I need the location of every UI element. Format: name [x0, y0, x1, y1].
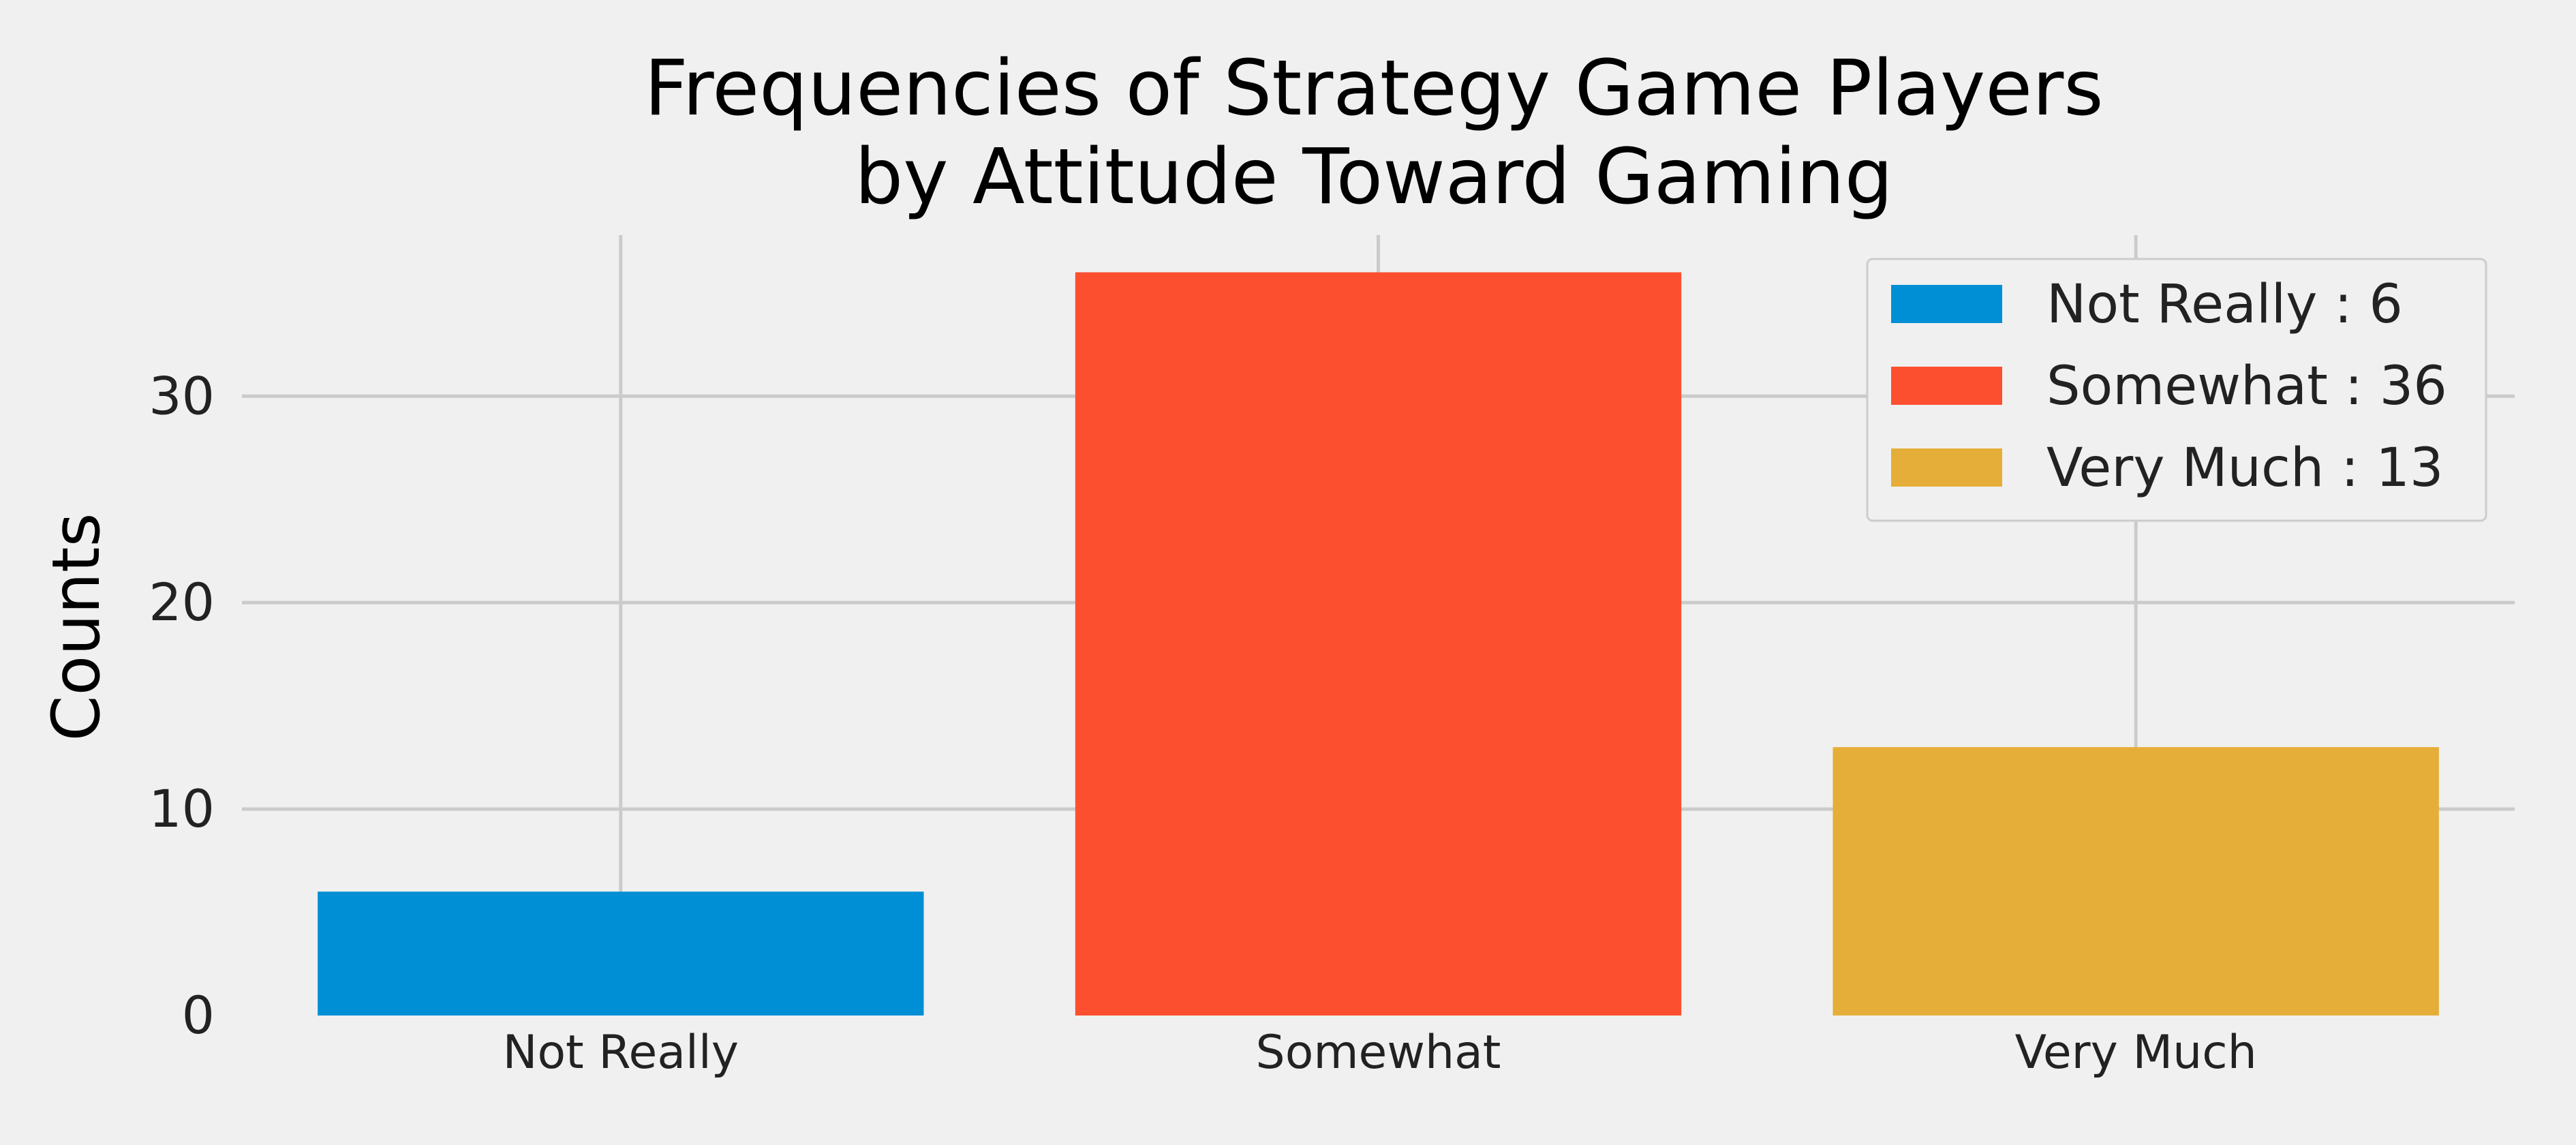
- bar-very-much: [1833, 747, 2439, 1016]
- legend-swatch-2: [1891, 448, 2002, 487]
- legend-swatch-0: [1891, 285, 2002, 323]
- legend-label-2: Very Much : 13: [2046, 438, 2444, 499]
- legend-label-1: Somewhat : 36: [2046, 356, 2447, 417]
- y-axis-label: Counts: [38, 513, 114, 741]
- x-tick-label-0: Not Really: [503, 1026, 739, 1080]
- legend-label-0: Not Really : 6: [2046, 274, 2403, 335]
- x-tick-label-1: Somewhat: [1256, 1026, 1501, 1080]
- chart-title-line-2: by Attitude Toward Gaming: [855, 133, 1893, 222]
- chart-title-line-1: Frequencies of Strategy Game Players: [644, 44, 2103, 133]
- legend: Not Really : 6 Somewhat : 36 Very Much : 1…: [1866, 258, 2487, 522]
- bar-not-really: [318, 891, 924, 1016]
- legend-frame: [1866, 258, 2487, 522]
- ticks-layer: 0 10 20 30 Not Really Somewhat Very Much: [149, 365, 2256, 1080]
- y-tick-label-30: 30: [149, 365, 215, 426]
- bar-somewhat: [1075, 272, 1682, 1016]
- legend-entries: Not Really : 6 Somewhat : 36 Very Much : 1…: [1891, 274, 2447, 499]
- y-tick-label-20: 20: [149, 572, 215, 632]
- bars-layer: [318, 272, 2439, 1016]
- x-tick-label-2: Very Much: [2015, 1026, 2257, 1080]
- y-tick-label-10: 10: [149, 778, 215, 839]
- legend-swatch-1: [1891, 367, 2002, 405]
- y-tick-label-0: 0: [182, 985, 215, 1045]
